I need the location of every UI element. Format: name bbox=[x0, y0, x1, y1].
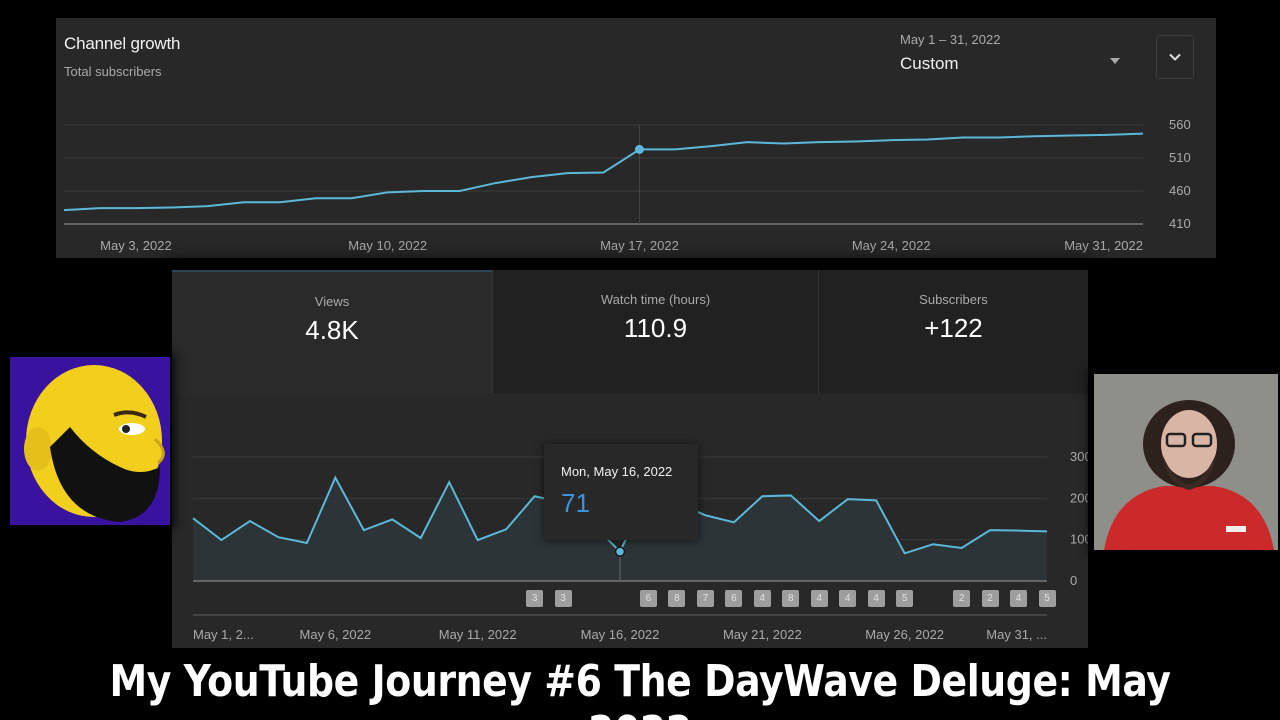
views-area-chart[interactable]: 0 100 200 300 May 1, 2... May 6, 2022 May 11, … bbox=[172, 270, 1088, 648]
video-published-badge[interactable]: 8 bbox=[782, 590, 800, 607]
cartoon-avatar bbox=[10, 357, 170, 525]
svg-text:300: 300 bbox=[1070, 449, 1088, 464]
svg-text:May 1, 2...: May 1, 2... bbox=[193, 627, 254, 642]
dropdown-caret-icon bbox=[1110, 58, 1120, 64]
video-published-badge[interactable]: 5 bbox=[1038, 590, 1056, 607]
chart-title: Channel growth bbox=[64, 34, 181, 53]
date-range-label: May 1 – 31, 2022 bbox=[900, 32, 1001, 47]
expand-button[interactable] bbox=[1156, 35, 1194, 79]
svg-text:May 31, ...: May 31, ... bbox=[986, 627, 1047, 642]
metric-label: Views bbox=[314, 294, 350, 309]
chart-subtitle: Total subscribers bbox=[64, 64, 162, 79]
period-dropdown-value: Custom bbox=[900, 54, 959, 73]
metric-value: 4.8K bbox=[305, 315, 359, 345]
tooltip-date: Mon, May 16, 2022 bbox=[561, 464, 673, 479]
video-published-badge[interactable]: 3 bbox=[526, 590, 544, 607]
video-published-badge[interactable]: 2 bbox=[953, 590, 971, 607]
video-published-badge[interactable]: 3 bbox=[554, 590, 572, 607]
video-published-badge[interactable]: 5 bbox=[896, 590, 914, 607]
svg-text:410: 410 bbox=[1169, 216, 1191, 231]
video-published-badge[interactable]: 7 bbox=[696, 590, 714, 607]
svg-text:May 3, 2022: May 3, 2022 bbox=[100, 238, 172, 253]
tab-watch-time[interactable]: Watch time (hours) 110.9 bbox=[492, 270, 818, 394]
tab-views[interactable]: Views 4.8K bbox=[172, 270, 492, 394]
svg-text:May 31, 2022: May 31, 2022 bbox=[1064, 238, 1143, 253]
svg-text:100: 100 bbox=[1070, 532, 1088, 547]
metric-value: 110.9 bbox=[623, 313, 688, 343]
metric-label: Watch time (hours) bbox=[600, 292, 711, 307]
svg-text:510: 510 bbox=[1169, 150, 1191, 165]
svg-text:May 11, 2022: May 11, 2022 bbox=[439, 627, 517, 642]
svg-text:460: 460 bbox=[1169, 183, 1191, 198]
video-published-badge[interactable]: 4 bbox=[839, 590, 857, 607]
chevron-down-icon bbox=[1169, 53, 1181, 61]
video-published-badge[interactable]: 4 bbox=[1010, 590, 1028, 607]
svg-text:200: 200 bbox=[1070, 490, 1088, 505]
video-published-badge[interactable]: 4 bbox=[810, 590, 828, 607]
svg-text:May 21, 2022: May 21, 2022 bbox=[723, 627, 802, 642]
period-dropdown[interactable]: Custom bbox=[900, 54, 1120, 80]
video-published-badge[interactable]: 6 bbox=[725, 590, 743, 607]
subscriber-line-chart[interactable]: 410 460 510 560 May 3, 2022 May 10, 2022 May 1… bbox=[56, 18, 1216, 258]
svg-text:560: 560 bbox=[1169, 117, 1191, 132]
svg-text:May 24, 2022: May 24, 2022 bbox=[852, 238, 931, 253]
tooltip-value: 71 bbox=[561, 488, 590, 518]
metrics-card: Views 4.8K Watch time (hours) 110.9 Subs… bbox=[172, 270, 1088, 648]
video-published-badge[interactable]: 4 bbox=[753, 590, 771, 607]
metric-value: +122 bbox=[924, 313, 983, 343]
channel-growth-card: 410 460 510 560 May 3, 2022 May 10, 2022 May 1… bbox=[56, 18, 1216, 258]
svg-text:May 16, 2022: May 16, 2022 bbox=[581, 627, 660, 642]
svg-text:0: 0 bbox=[1070, 573, 1077, 588]
metric-label: Subscribers bbox=[919, 292, 988, 307]
svg-text:May 17, 2022: May 17, 2022 bbox=[600, 238, 679, 253]
video-published-badge[interactable]: 4 bbox=[867, 590, 885, 607]
chart-tooltip: Mon, May 16, 2022 71 bbox=[544, 444, 698, 540]
svg-text:May 26, 2022: May 26, 2022 bbox=[865, 627, 944, 642]
webcam-video bbox=[1094, 374, 1278, 550]
svg-text:May 6, 2022: May 6, 2022 bbox=[300, 627, 372, 642]
video-published-badge[interactable]: 8 bbox=[668, 590, 686, 607]
video-published-badge[interactable]: 2 bbox=[981, 590, 999, 607]
video-title-caption: My YouTube Journey #6 The DayWave Deluge… bbox=[109, 656, 1171, 720]
video-published-badge[interactable]: 6 bbox=[639, 590, 657, 607]
svg-text:May 10, 2022: May 10, 2022 bbox=[348, 238, 427, 253]
tab-subscribers[interactable]: Subscribers +122 bbox=[818, 270, 1088, 394]
